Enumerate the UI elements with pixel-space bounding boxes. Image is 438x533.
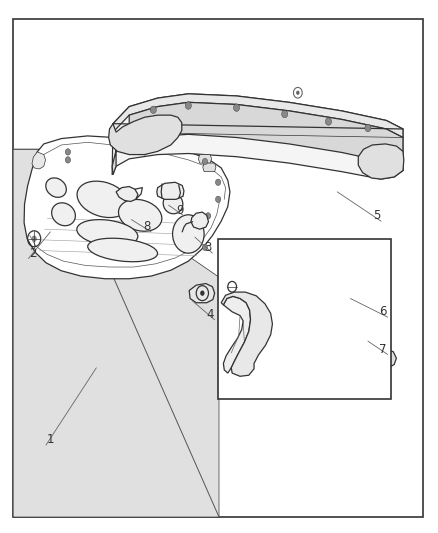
- Circle shape: [65, 157, 71, 163]
- Circle shape: [202, 158, 208, 165]
- Polygon shape: [221, 292, 272, 376]
- Circle shape: [215, 179, 221, 185]
- Polygon shape: [112, 102, 403, 175]
- Text: 9: 9: [176, 204, 184, 217]
- Polygon shape: [32, 152, 46, 169]
- Ellipse shape: [119, 199, 162, 231]
- Text: 1: 1: [46, 433, 54, 446]
- Ellipse shape: [173, 215, 204, 253]
- Circle shape: [325, 118, 332, 125]
- Text: 3: 3: [205, 241, 212, 254]
- Ellipse shape: [52, 203, 75, 225]
- Bar: [218, 239, 391, 399]
- Circle shape: [202, 244, 208, 251]
- Polygon shape: [366, 349, 396, 370]
- Text: 8: 8: [143, 220, 150, 233]
- Text: 2: 2: [29, 247, 37, 260]
- Polygon shape: [157, 182, 184, 199]
- Polygon shape: [189, 284, 215, 303]
- Ellipse shape: [77, 181, 129, 217]
- Text: 4: 4: [206, 308, 214, 321]
- Circle shape: [150, 106, 156, 114]
- Ellipse shape: [88, 238, 158, 262]
- Circle shape: [365, 124, 371, 132]
- Bar: [371, 356, 390, 365]
- Text: 6: 6: [379, 305, 387, 318]
- Polygon shape: [13, 149, 219, 517]
- Text: 7: 7: [379, 343, 387, 356]
- Circle shape: [215, 196, 221, 203]
- Circle shape: [233, 104, 240, 111]
- Ellipse shape: [77, 220, 138, 246]
- Circle shape: [65, 149, 71, 155]
- Circle shape: [185, 102, 191, 109]
- Circle shape: [282, 110, 288, 118]
- Polygon shape: [203, 163, 216, 172]
- Circle shape: [296, 91, 300, 95]
- Polygon shape: [112, 94, 403, 179]
- Circle shape: [142, 149, 147, 155]
- Circle shape: [205, 213, 211, 219]
- Ellipse shape: [46, 178, 66, 197]
- Polygon shape: [358, 144, 404, 179]
- Circle shape: [200, 290, 205, 296]
- Polygon shape: [223, 296, 251, 373]
- Polygon shape: [116, 187, 138, 201]
- Ellipse shape: [163, 193, 183, 214]
- Polygon shape: [198, 155, 212, 163]
- Text: 5: 5: [373, 209, 380, 222]
- Polygon shape: [113, 94, 403, 138]
- Circle shape: [32, 236, 37, 242]
- Polygon shape: [24, 136, 230, 279]
- Polygon shape: [191, 212, 208, 229]
- Polygon shape: [109, 115, 182, 155]
